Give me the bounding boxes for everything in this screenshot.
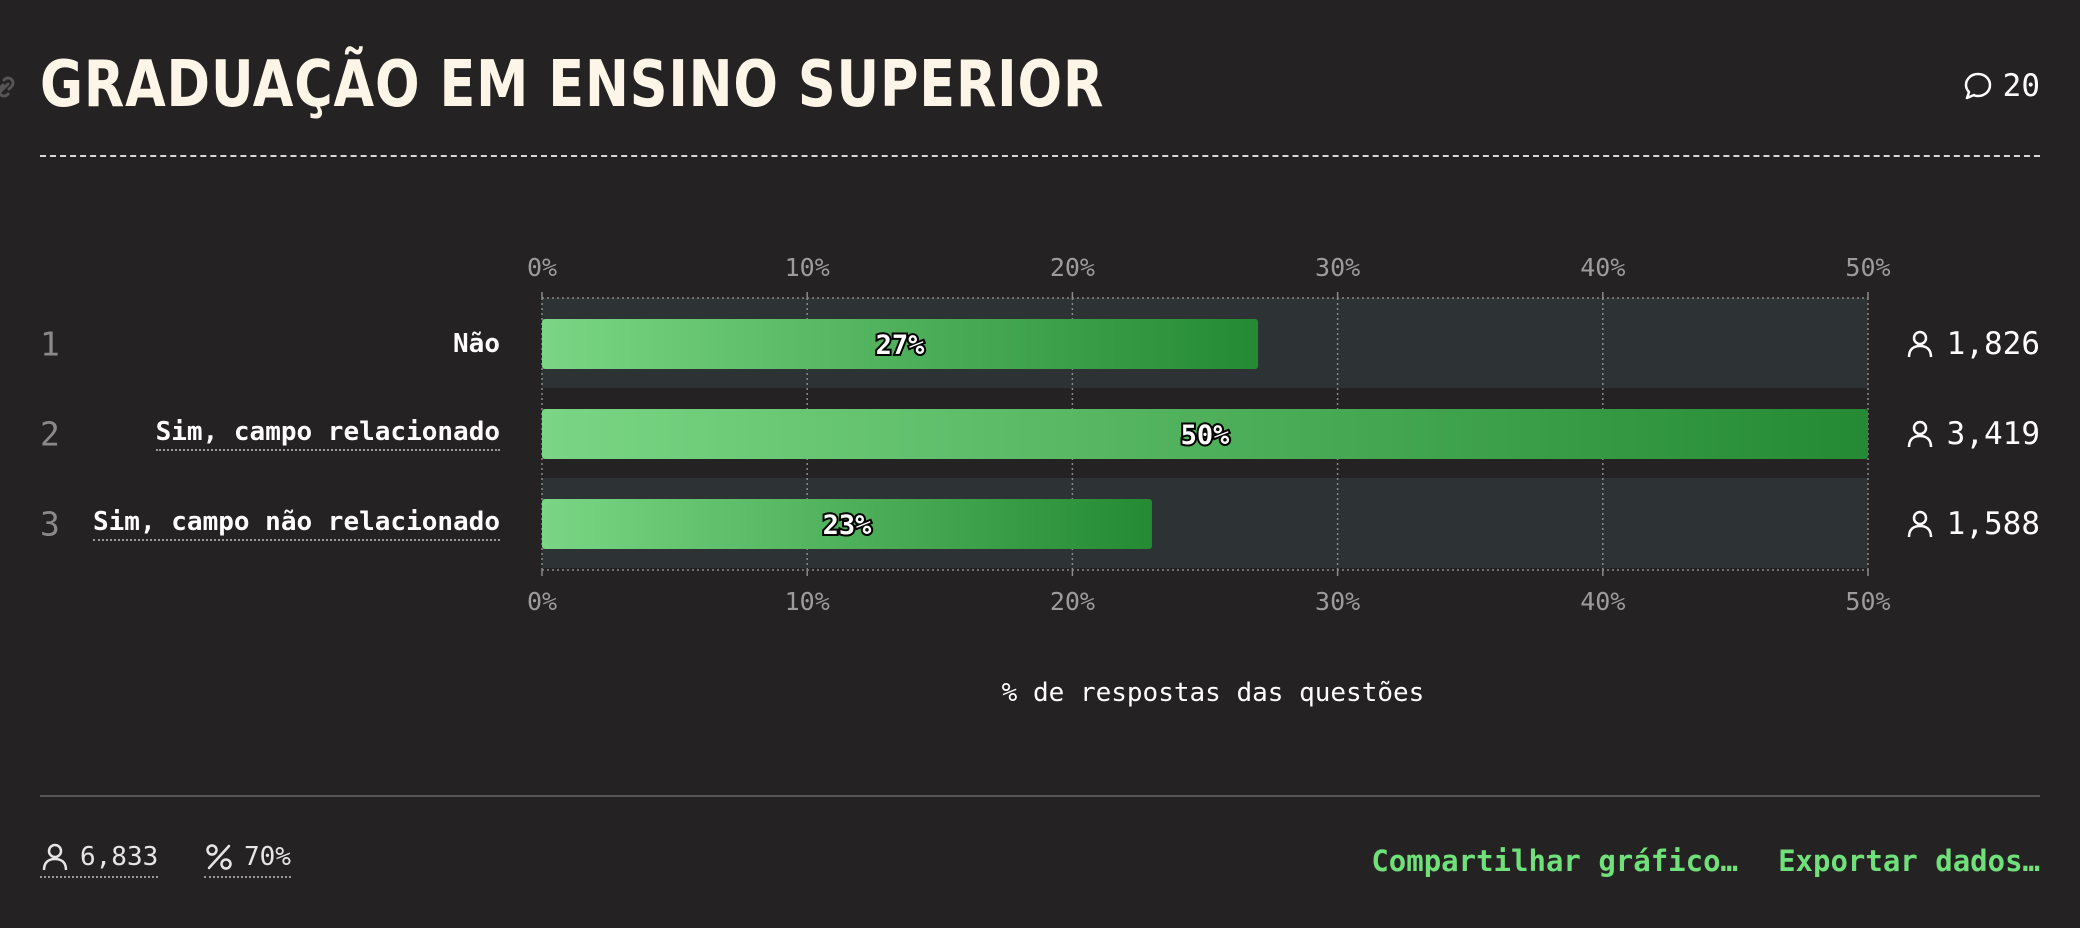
x-tick-label-top: 10% (784, 253, 830, 282)
count-value: 1,588 (1946, 506, 2040, 542)
header-divider (40, 155, 2040, 157)
x-axis-title: % de respostas das questões (1001, 678, 1425, 708)
row-number: 1 (40, 324, 60, 364)
respondent-count: 1,826 (1905, 326, 2040, 362)
row-track (542, 478, 1868, 568)
link-icon[interactable] (0, 72, 18, 102)
x-tick-label-bottom: 10% (784, 587, 830, 616)
comment-count: 20 (2002, 68, 2040, 104)
x-tick-label-bottom: 40% (1580, 587, 1626, 616)
bar (542, 319, 1259, 369)
category-label: Não (453, 329, 500, 359)
respondents-total[interactable]: 6,833 (40, 842, 159, 878)
bar-value-label: 50% (1181, 420, 1231, 451)
footer-divider (40, 795, 2040, 797)
x-tick-label-bottom: 20% (1049, 587, 1095, 616)
row-track (542, 298, 1868, 388)
person-icon (1907, 330, 1932, 358)
x-tick-label-top: 50% (1845, 253, 1891, 282)
x-tick-label-top: 40% (1580, 253, 1626, 282)
page-title: GRADUAÇÃO EM ENSINO SUPERIOR (40, 48, 1105, 122)
x-tick-label-bottom: 0% (526, 587, 558, 616)
respondents-value: 6,833 (80, 842, 159, 872)
x-tick-label-bottom: 30% (1315, 587, 1361, 616)
response-rate[interactable]: 70% (204, 842, 291, 878)
bar (542, 499, 1152, 549)
row-number: 3 (40, 504, 60, 544)
row-number: 2 (40, 414, 60, 454)
x-tick-label-bottom: 50% (1845, 587, 1891, 616)
respondent-count: 1,588 (1905, 506, 2040, 542)
share-chart-button[interactable]: Compartilhar gráfico… (1371, 844, 1738, 878)
bar-value-label: 27% (876, 330, 926, 361)
person-icon (42, 843, 68, 871)
bar-value-label: 23% (823, 510, 873, 541)
export-data-button[interactable]: Exportar dados… (1778, 844, 2040, 878)
response-rate-value: 70% (244, 842, 291, 872)
respondent-count: 3,419 (1905, 416, 2040, 452)
category-label: Sim, campo relacionado (155, 417, 500, 451)
x-tick-label-top: 20% (1049, 253, 1095, 282)
count-value: 1,826 (1946, 326, 2040, 362)
count-value: 3,419 (1946, 416, 2040, 452)
category-label: Sim, campo não relacionado (93, 507, 500, 541)
x-tick-label-top: 0% (526, 253, 558, 282)
person-icon (1907, 510, 1932, 538)
x-tick-label-top: 30% (1315, 253, 1361, 282)
person-icon (1907, 420, 1932, 448)
comments-button[interactable]: 20 (1963, 68, 2040, 104)
bar (542, 409, 1868, 459)
comment-icon (1964, 72, 1991, 100)
percent-icon (206, 844, 232, 870)
